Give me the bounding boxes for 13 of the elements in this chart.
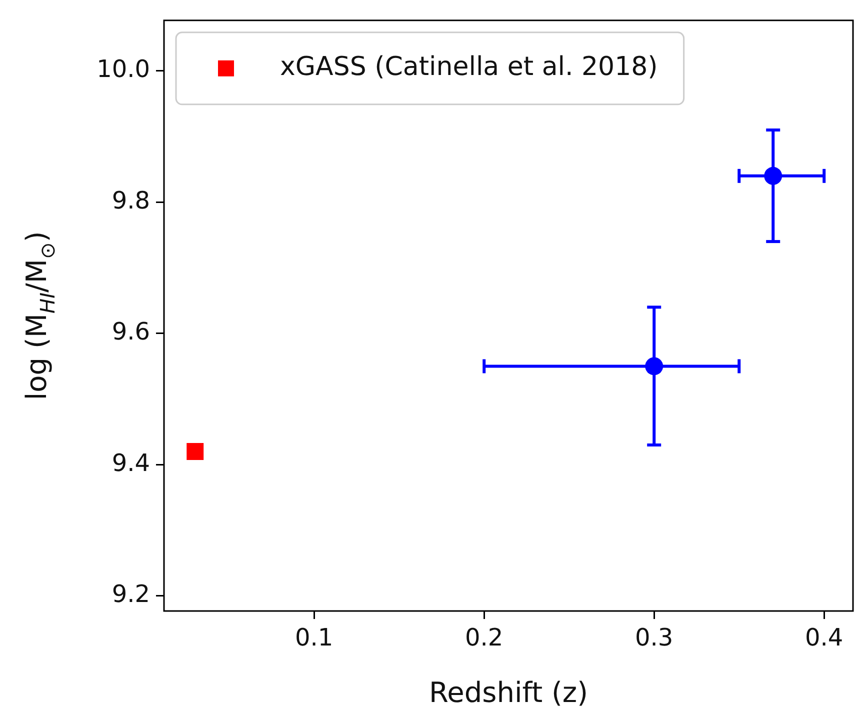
x-tick-label: 0.2 (465, 624, 504, 652)
x-axis-title: Redshift (z) (428, 676, 588, 709)
y-tick-label: 9.8 (112, 186, 150, 214)
y-tick-label: 9.2 (112, 580, 150, 608)
x-tick-label: 0.3 (635, 624, 674, 652)
y-tick-label: 9.6 (112, 318, 150, 346)
legend-label: xGASS (Catinella et al. 2018) (280, 52, 658, 82)
y-tick-label: 10.0 (96, 55, 150, 84)
y-axis-title: log (MHI/M⊙) (20, 231, 60, 400)
x-tick-label: 0.1 (295, 624, 334, 652)
x-tick-label: 0.4 (805, 624, 844, 652)
y-tick-label: 9.4 (112, 448, 150, 477)
point (186, 443, 204, 460)
